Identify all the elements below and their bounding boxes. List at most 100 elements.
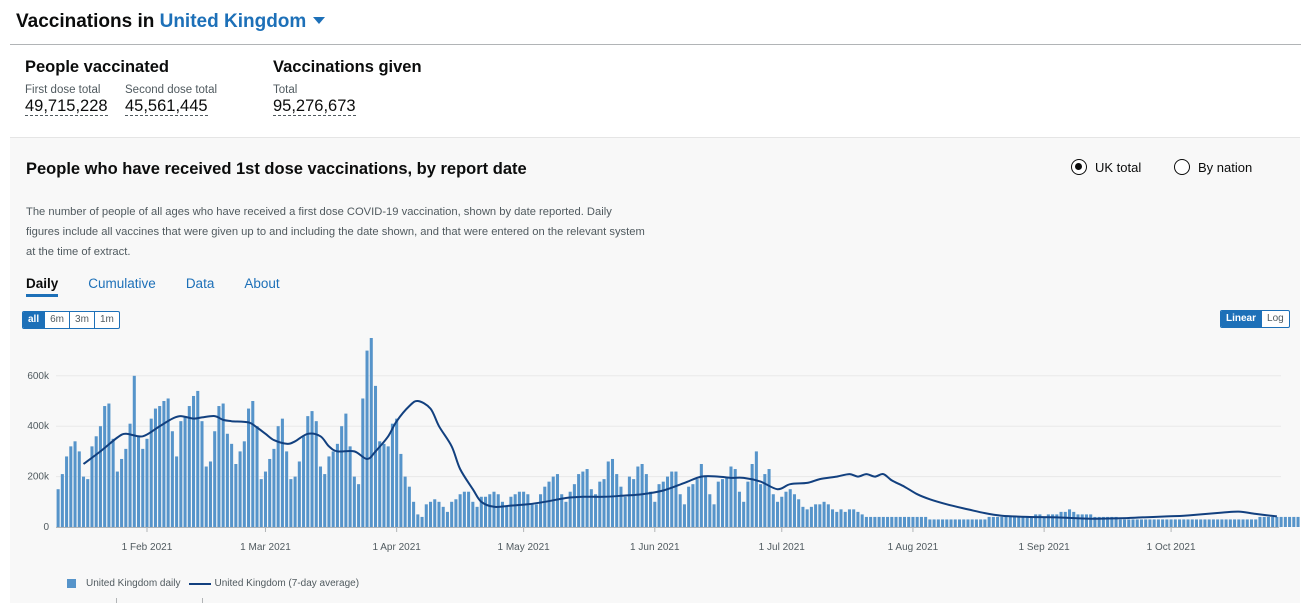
data-bar xyxy=(217,406,221,527)
scale-log-button[interactable]: Log xyxy=(1261,311,1289,327)
tab-data[interactable]: Data xyxy=(185,276,215,291)
data-bar xyxy=(1004,516,1008,527)
data-bar xyxy=(450,501,454,527)
y-tick-label: 400k xyxy=(27,421,50,432)
data-bar xyxy=(103,406,107,527)
data-bar xyxy=(251,401,255,527)
data-bar xyxy=(928,519,932,527)
data-bar xyxy=(962,519,966,527)
scale-selector: Linear Log xyxy=(1220,310,1290,328)
data-bar xyxy=(373,385,378,527)
data-bar xyxy=(919,516,923,527)
data-bar xyxy=(1161,519,1165,527)
chart-bars xyxy=(56,338,1300,527)
data-bar xyxy=(496,494,500,527)
radio-unchecked-icon[interactable] xyxy=(1174,159,1190,175)
data-bar xyxy=(213,431,217,527)
data-bar xyxy=(263,471,267,527)
data-bar xyxy=(1279,516,1283,527)
data-bar xyxy=(665,476,670,527)
data-bar xyxy=(1233,519,1237,527)
radio-uk-total[interactable]: UK total xyxy=(1071,159,1141,175)
data-bar xyxy=(776,501,780,527)
data-bar xyxy=(936,519,940,527)
data-bar xyxy=(750,464,754,527)
area-selector[interactable]: United Kingdom xyxy=(160,11,326,32)
data-bar xyxy=(932,519,936,527)
data-bar xyxy=(1258,516,1262,527)
data-bar xyxy=(767,469,771,527)
data-bar xyxy=(318,466,323,527)
chevron-down-icon[interactable] xyxy=(313,17,326,25)
second-dose-metric: Second dose total 45,561,445 xyxy=(125,84,217,116)
legend-average-label: United Kingdom (7-day average) xyxy=(214,578,360,589)
data-bar xyxy=(1283,516,1287,527)
data-bar xyxy=(247,408,251,527)
range-3m-button[interactable]: 3m xyxy=(69,312,94,328)
range-1m-button[interactable]: 1m xyxy=(93,312,119,328)
data-bar xyxy=(500,501,504,527)
scale-linear-button[interactable]: Linear xyxy=(1221,311,1262,327)
data-bar xyxy=(657,484,661,527)
tab-cumulative[interactable]: Cumulative xyxy=(88,276,156,291)
range-all-button[interactable]: all xyxy=(23,312,45,328)
data-bar xyxy=(606,461,610,527)
radio-by-nation-label[interactable]: By nation xyxy=(1198,159,1253,175)
x-tick-label: 1 Jul 2021 xyxy=(759,542,806,553)
x-axis: 1 Feb 2021 1 Mar 2021 1 Apr 2021 1 May 2021… xyxy=(56,527,1279,553)
data-bar xyxy=(1190,519,1194,527)
data-bar xyxy=(1008,516,1012,527)
data-bar xyxy=(73,441,77,527)
data-bar xyxy=(991,516,995,527)
area-name[interactable]: United Kingdom xyxy=(159,11,307,32)
data-bar xyxy=(826,504,830,527)
radio-by-nation[interactable]: By nation xyxy=(1174,159,1252,175)
data-bar xyxy=(526,494,530,527)
header-divider xyxy=(10,44,1301,45)
data-bar xyxy=(831,509,835,527)
radio-uk-total-label[interactable]: UK total xyxy=(1095,159,1142,175)
range-6m-button[interactable]: 6m xyxy=(44,312,69,328)
x-tick-label: 1 Feb 2021 xyxy=(122,542,173,553)
data-bar xyxy=(560,494,564,527)
data-bar xyxy=(737,491,741,527)
tab-about[interactable]: About xyxy=(244,276,280,291)
second-dose-value[interactable]: 45,561,445 xyxy=(125,97,208,116)
data-bar xyxy=(187,406,191,527)
data-bar xyxy=(572,484,576,527)
data-bar xyxy=(1237,519,1241,527)
data-bar xyxy=(729,466,733,527)
total-value[interactable]: 95,276,673 xyxy=(273,97,356,116)
first-dose-value[interactable]: 49,715,228 xyxy=(25,97,108,116)
data-bar xyxy=(289,479,293,527)
data-bar xyxy=(403,476,407,527)
data-bar xyxy=(200,421,204,527)
data-bar xyxy=(1148,519,1152,527)
radio-checked-icon[interactable] xyxy=(1071,159,1087,175)
data-bar xyxy=(809,506,813,527)
data-bar xyxy=(1110,516,1114,527)
data-bar xyxy=(141,448,145,527)
data-bar xyxy=(644,474,648,527)
data-bar xyxy=(1169,519,1173,527)
data-bar xyxy=(759,484,763,527)
tab-daily[interactable]: Daily xyxy=(26,276,59,297)
x-tick-label: 1 Jun 2021 xyxy=(630,542,680,553)
data-bar xyxy=(1046,514,1050,527)
data-bar xyxy=(1021,516,1025,527)
data-bar xyxy=(272,448,276,527)
data-bar xyxy=(390,423,394,527)
data-bar xyxy=(467,491,471,527)
data-bar xyxy=(1114,516,1118,527)
data-bar xyxy=(488,494,492,527)
legend-line-swatch xyxy=(188,582,211,585)
data-bar xyxy=(340,426,344,527)
data-bar xyxy=(204,466,208,527)
data-bar xyxy=(733,469,737,527)
data-bar xyxy=(458,494,462,527)
y-axis: 0 200k 400k 600k xyxy=(27,371,50,533)
data-bar xyxy=(1220,519,1224,527)
data-bar xyxy=(162,401,166,527)
data-bar xyxy=(636,466,640,527)
data-bar xyxy=(208,461,212,527)
